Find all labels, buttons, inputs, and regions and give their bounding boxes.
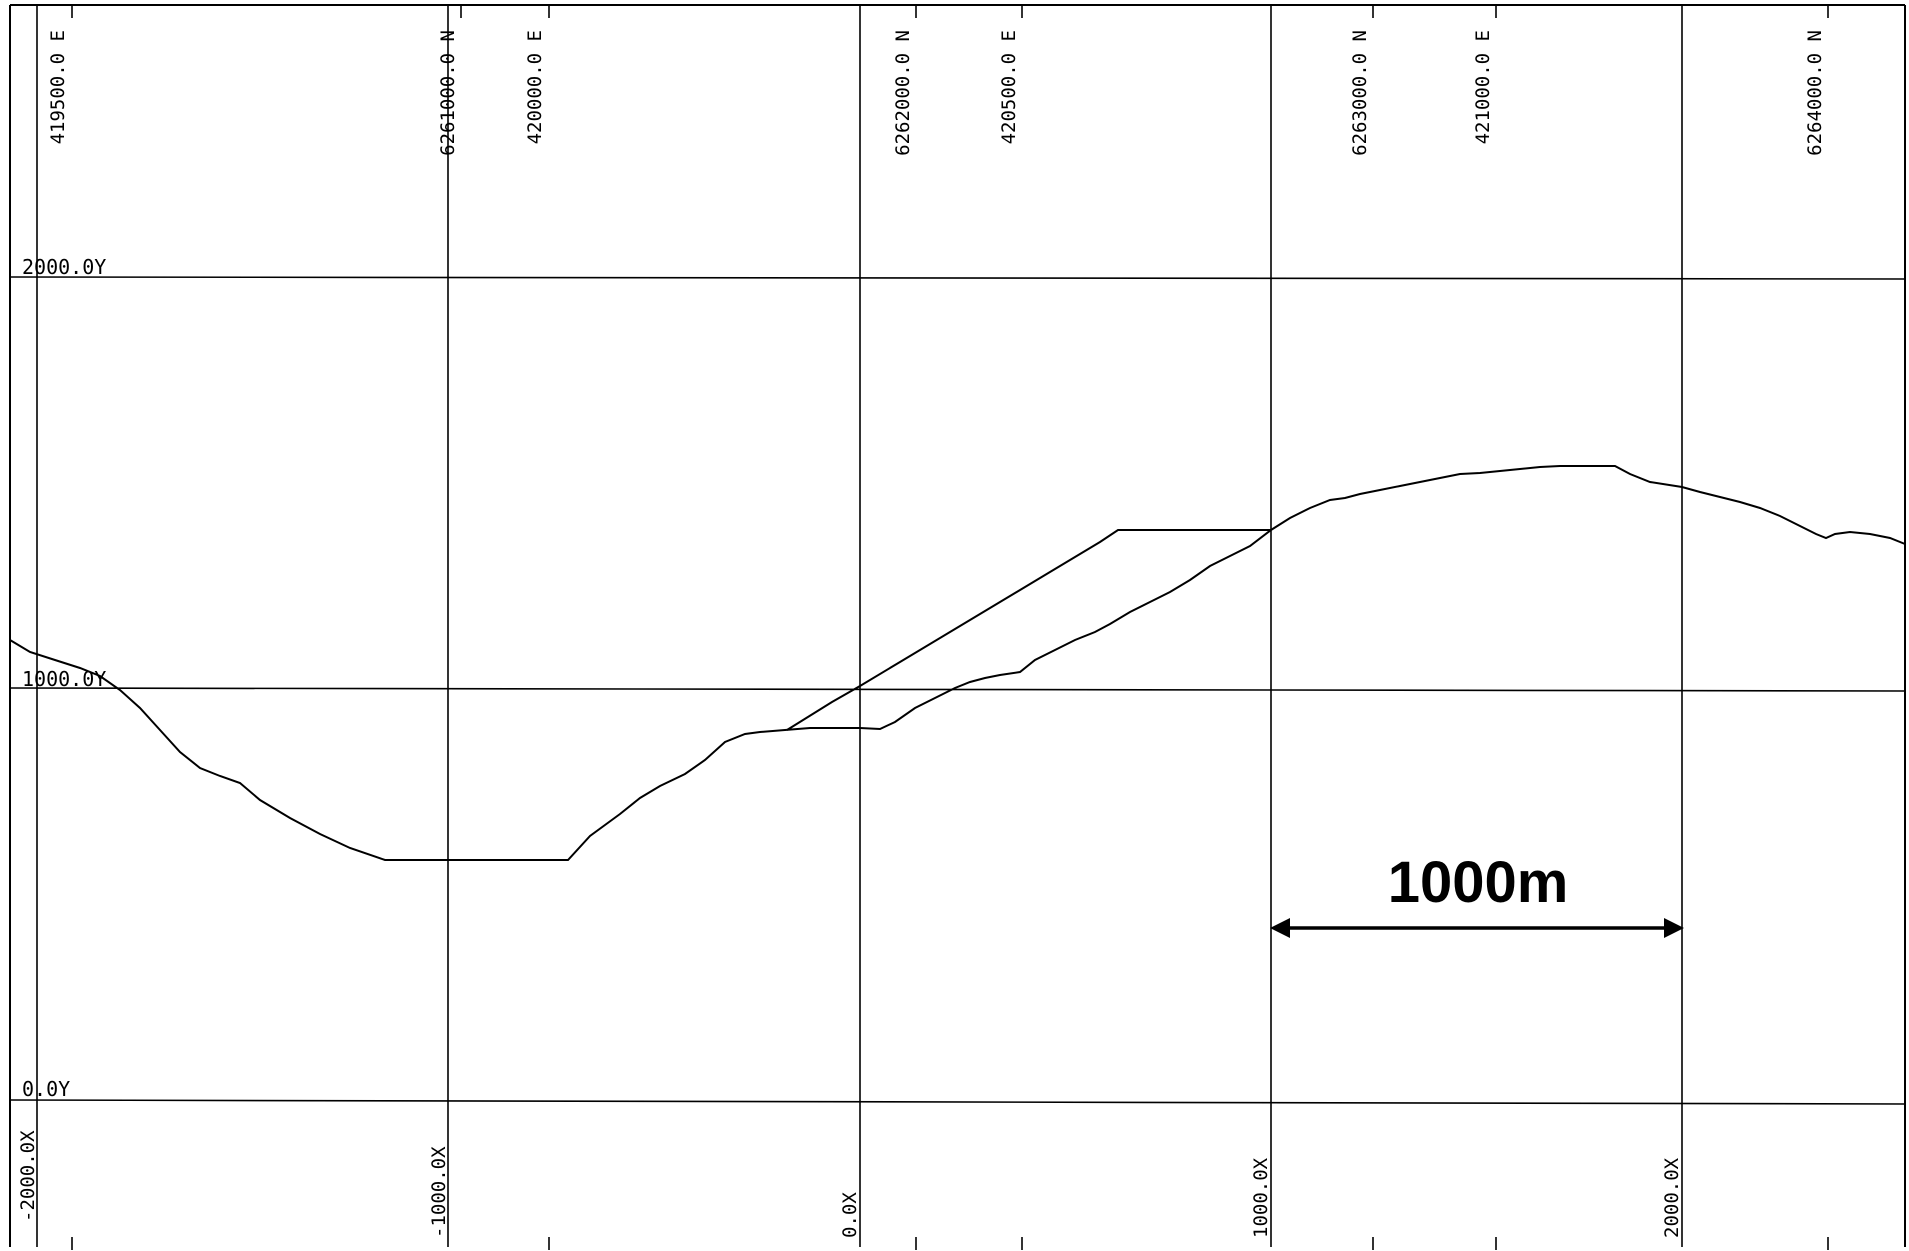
grid-y-2000 (9, 276, 1906, 280)
label-x-neg2000: -2000.0X (17, 1130, 39, 1222)
label-x-0: 0.0X (839, 1192, 861, 1238)
scale-bar (1270, 918, 1684, 938)
label-northing-6261000: 6261000.0 N (437, 30, 459, 156)
label-northing-6264000: 6264000.0 N (1804, 30, 1826, 156)
tick-marks (71, 5, 1829, 1250)
label-northing-6262000: 6262000.0 N (892, 30, 914, 156)
label-easting-421000: 421000.0 E (1472, 30, 1494, 144)
horizontal-grid (9, 276, 1906, 1105)
label-x-1000: 1000.0X (1250, 1157, 1272, 1238)
vertical-grid (36, 5, 1683, 1247)
scale-bar-label: 1000m (1388, 850, 1569, 915)
y-axis-labels: 2000.0Y 1000.0Y 0.0Y (22, 255, 106, 1101)
label-y-0: 0.0Y (22, 1077, 70, 1101)
label-y-1000: 1000.0Y (22, 667, 106, 691)
label-y-2000: 2000.0Y (22, 255, 106, 279)
label-easting-419500: 419500.0 E (47, 30, 69, 144)
grid-y-0 (9, 1099, 1906, 1105)
top-coordinate-labels: 419500.0 E 6261000.0 N 420000.0 E 626200… (47, 30, 1826, 156)
grid-y-1000 (9, 687, 1906, 692)
frame (9, 4, 1906, 1247)
terrain-profile (9, 465, 1906, 861)
label-northing-6263000: 6263000.0 N (1349, 30, 1371, 156)
x-axis-labels: -2000.0X -1000.0X 0.0X 1000.0X 2000.0X (17, 1130, 1683, 1238)
pit-outline (786, 529, 1271, 731)
label-easting-420000: 420000.0 E (524, 30, 546, 144)
label-x-neg1000: -1000.0X (428, 1146, 450, 1238)
label-easting-420500: 420500.0 E (998, 30, 1020, 144)
label-x-2000: 2000.0X (1661, 1157, 1683, 1238)
